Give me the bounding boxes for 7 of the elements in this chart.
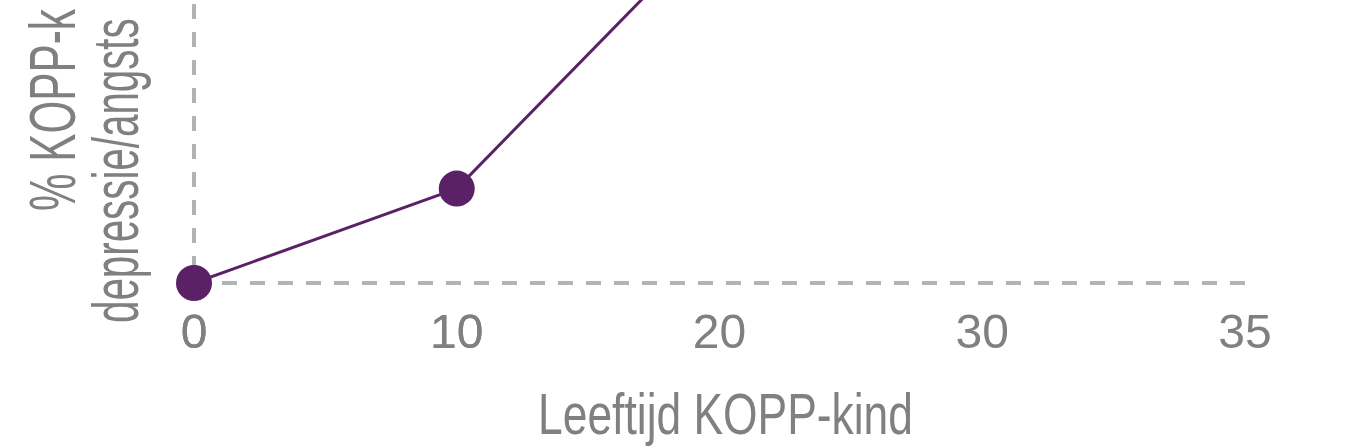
x-axis-title: Leeftijd KOPP-kind: [538, 381, 913, 447]
x-tick-label: 30: [955, 305, 1009, 358]
x-tick-label: 0: [180, 305, 208, 358]
x-tick-label: 10: [430, 305, 484, 358]
x-tick-label: 35: [1218, 305, 1272, 358]
y-axis-title: % KOPP-k depressie/angsts: [17, 8, 152, 323]
x-tick-label: 20: [692, 305, 747, 358]
